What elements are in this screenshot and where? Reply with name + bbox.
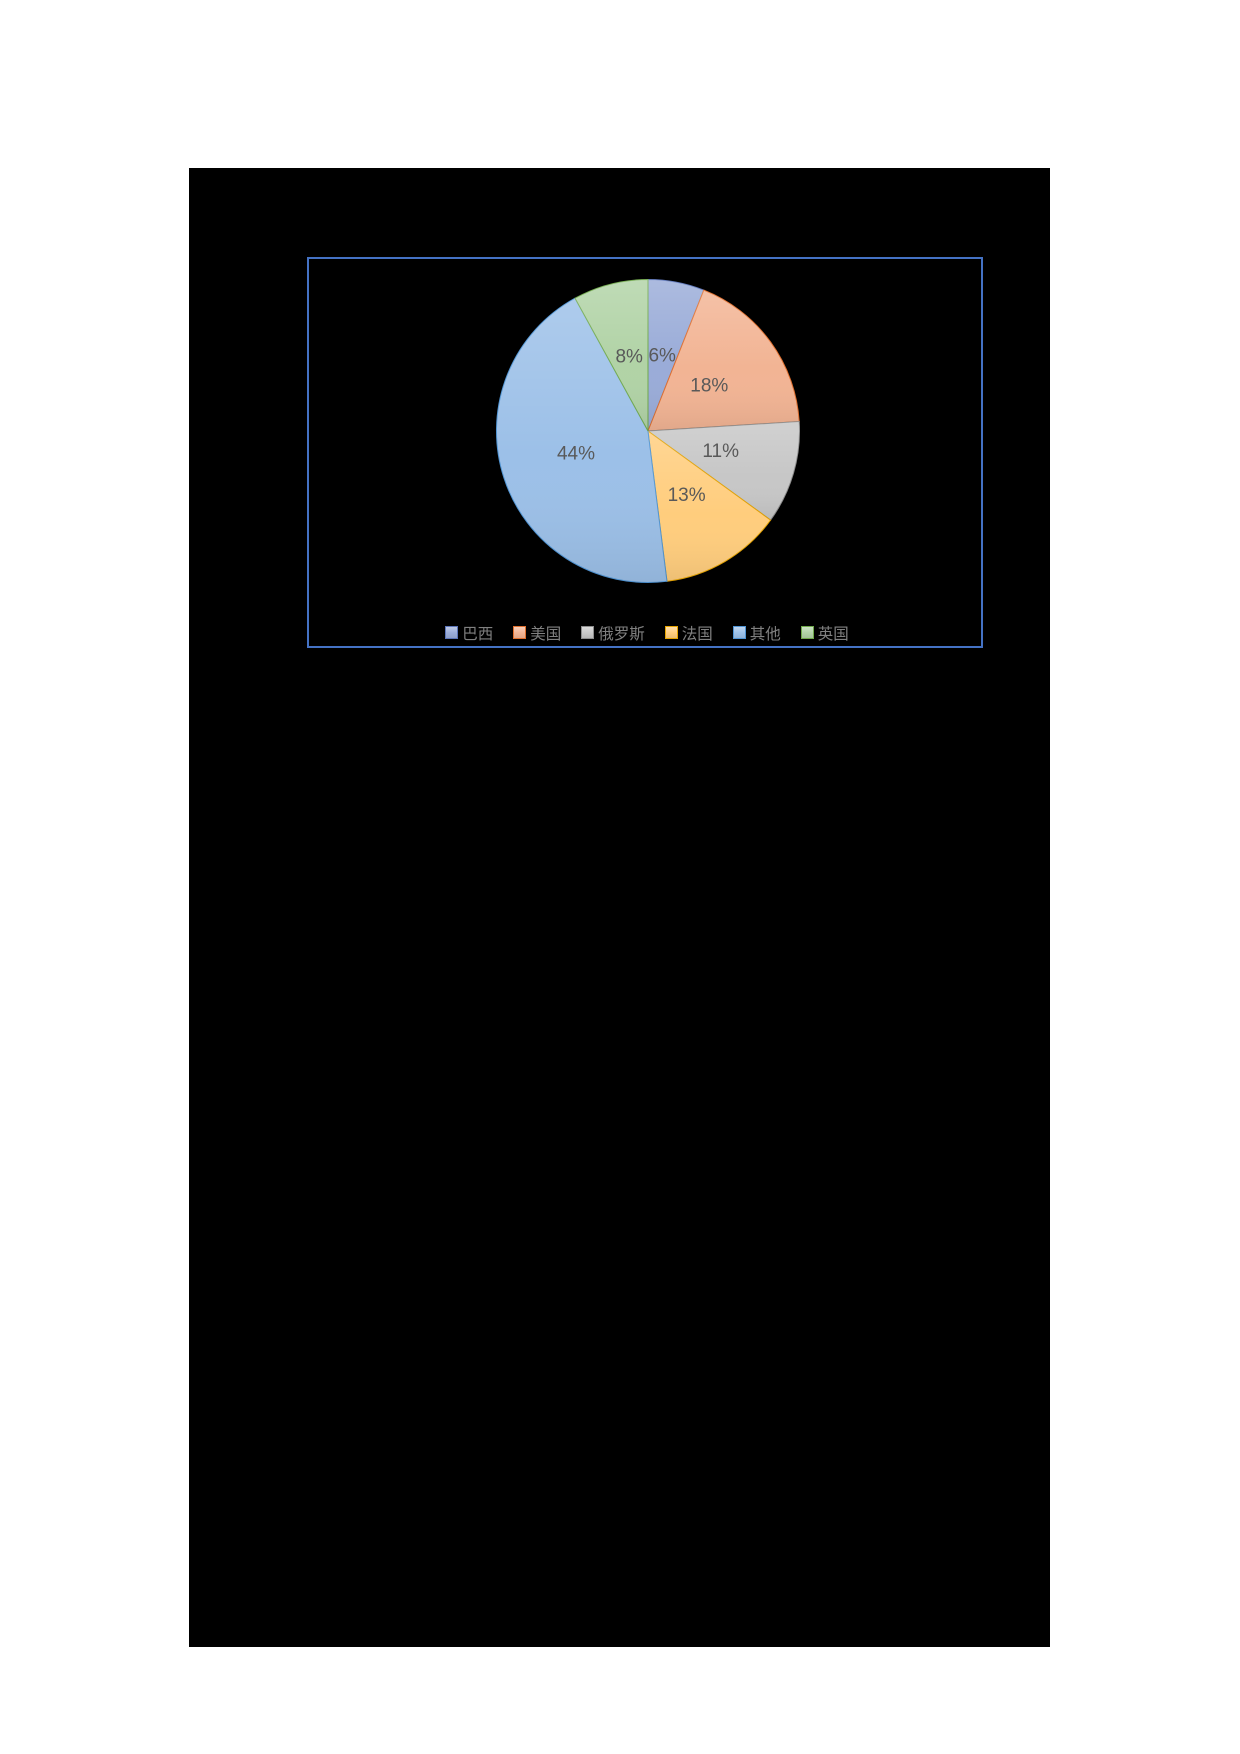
svg-text:6%: 6%	[648, 346, 676, 367]
svg-text:13%: 13%	[668, 485, 706, 506]
svg-text:11%: 11%	[702, 441, 739, 462]
svg-text:8%: 8%	[615, 347, 643, 368]
svg-text:44%: 44%	[557, 443, 595, 464]
svg-text:18%: 18%	[690, 376, 728, 397]
